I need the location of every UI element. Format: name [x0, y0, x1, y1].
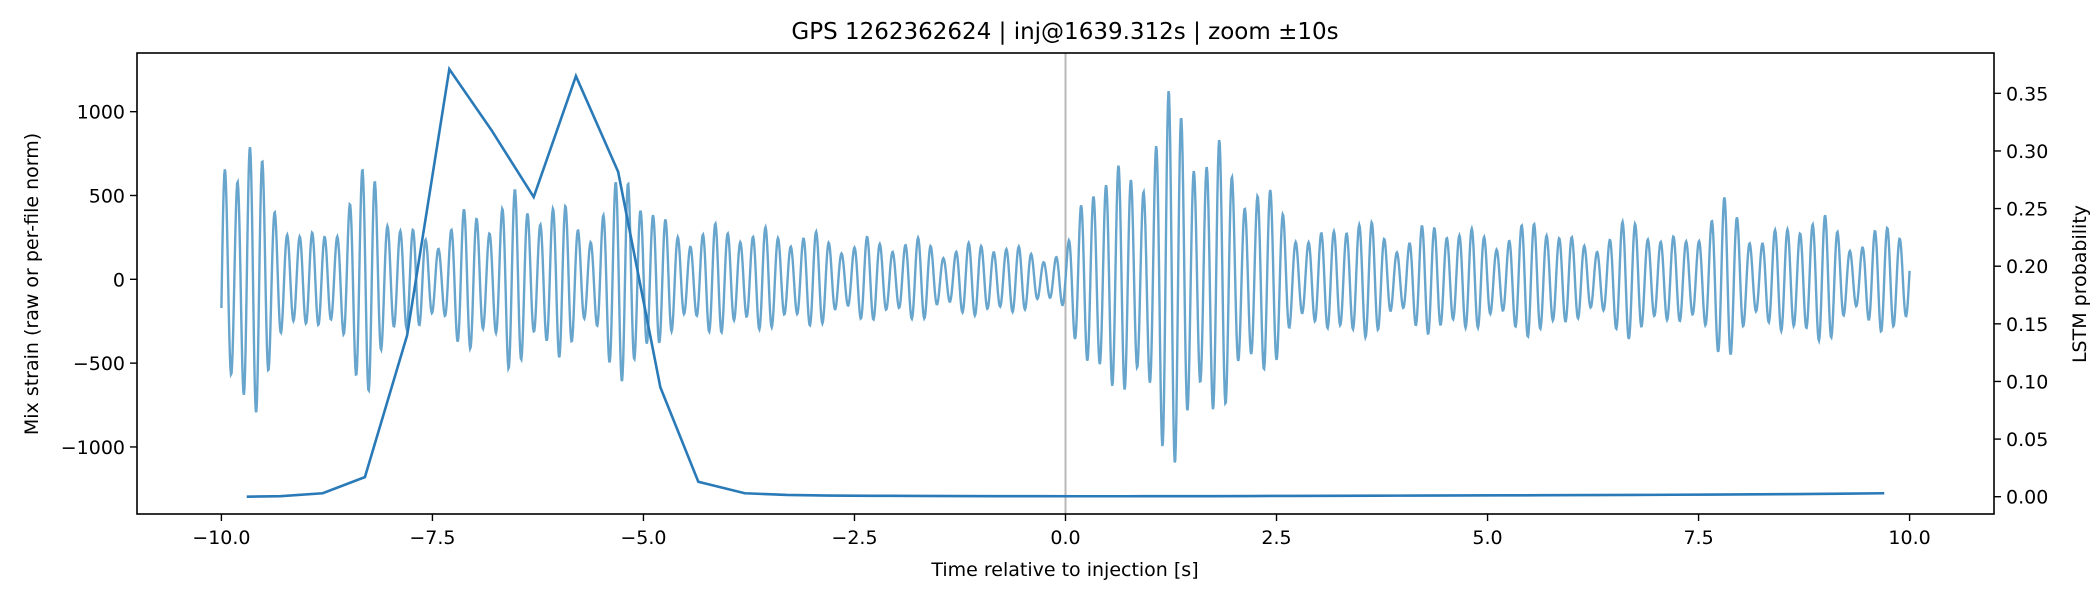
chart-title: GPS 1262362624 | inj@1639.312s | zoom ±1… [791, 19, 1338, 45]
y-left-tick-label: 0 [113, 269, 125, 291]
y-right-tick-label: 0.15 [2006, 314, 2048, 336]
y-right-tick-label: 0.00 [2006, 487, 2048, 509]
x-axis: −10.0 −7.5 −5.0 −2.5 0.0 2.5 5.0 7.5 10.0 [192, 514, 1931, 549]
y-right-tick-label: 0.30 [2006, 141, 2048, 163]
y-right-tick-label: 0.10 [2006, 371, 2048, 393]
y-left-tick-label: 500 [89, 185, 125, 207]
y-left-tick-label: −1000 [61, 437, 125, 459]
x-tick-label: −5.0 [620, 527, 666, 549]
x-tick-label: 10.0 [1888, 527, 1930, 549]
x-tick-label: −7.5 [409, 527, 455, 549]
x-tick-label: 7.5 [1683, 527, 1713, 549]
y-axis-right-label: LSTM probability [2069, 205, 2091, 363]
x-axis-label: Time relative to injection [s] [930, 559, 1198, 581]
series-strain-line [220, 90, 1911, 463]
y-left-tick-label: −500 [73, 353, 125, 375]
x-tick-label: −10.0 [192, 527, 250, 549]
y-axis-left-label: Mix strain (raw or per-file norm) [21, 133, 43, 435]
series-lstm-probability-line [246, 65, 1885, 499]
x-tick-label: 2.5 [1261, 527, 1291, 549]
x-tick-label: 0.0 [1050, 527, 1080, 549]
y-right-tick-label: 0.35 [2006, 83, 2048, 105]
x-tick-label: −2.5 [831, 527, 877, 549]
y-axis-left: −1000 −500 0 500 1000 [61, 102, 137, 459]
y-axis-right: 0.00 0.05 0.10 0.15 0.20 0.25 0.30 0.35 [1994, 83, 2048, 509]
x-tick-label: 5.0 [1472, 527, 1502, 549]
y-right-tick-label: 0.25 [2006, 199, 2048, 221]
y-left-tick-label: 1000 [77, 102, 125, 124]
y-right-tick-label: 0.20 [2006, 256, 2048, 278]
y-right-tick-label: 0.05 [2006, 429, 2048, 451]
